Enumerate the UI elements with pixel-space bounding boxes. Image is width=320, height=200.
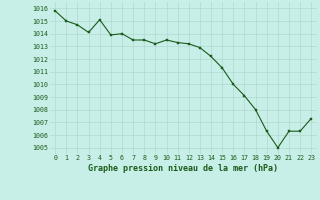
X-axis label: Graphe pression niveau de la mer (hPa): Graphe pression niveau de la mer (hPa)	[88, 164, 278, 173]
